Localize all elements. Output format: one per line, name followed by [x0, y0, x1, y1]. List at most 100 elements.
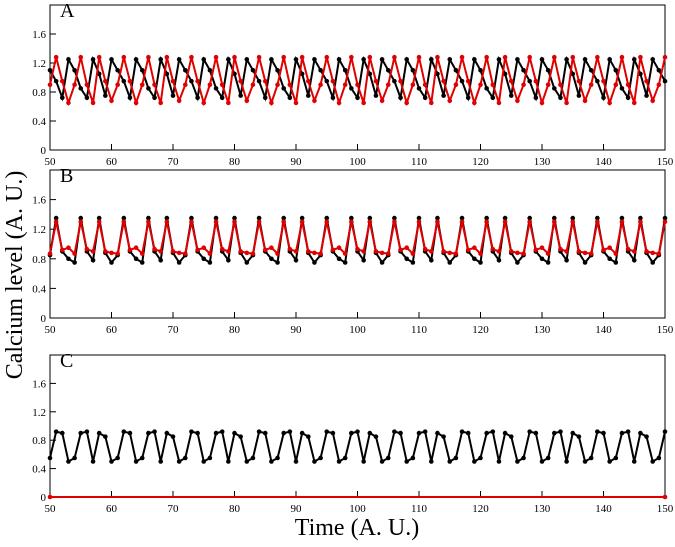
data-point [601, 430, 606, 436]
data-point [90, 57, 96, 62]
data-point [650, 57, 655, 62]
data-point [324, 215, 330, 221]
x-tick-label: 140 [595, 324, 612, 336]
data-point [103, 434, 108, 439]
data-point [625, 95, 631, 101]
data-point [336, 459, 342, 464]
data-point [625, 429, 631, 434]
data-point [527, 219, 532, 225]
data-point [404, 459, 410, 464]
data-point [508, 78, 514, 84]
data-point [306, 434, 311, 439]
data-point [373, 434, 379, 439]
data-point [607, 459, 612, 464]
data-point [269, 100, 274, 106]
data-point [244, 250, 250, 256]
data-point [275, 82, 280, 88]
data-point [342, 260, 348, 265]
y-tick-label: 0 [41, 313, 47, 325]
data-point [595, 78, 600, 84]
data-point [170, 78, 176, 84]
data-point [66, 459, 71, 464]
data-point [269, 256, 274, 262]
x-tick-label: 110 [411, 324, 428, 336]
data-point [47, 67, 53, 73]
data-point [564, 57, 569, 62]
data-point [158, 249, 163, 254]
data-point [515, 57, 520, 62]
data-point [472, 256, 477, 262]
data-point [281, 54, 287, 60]
data-point [72, 251, 77, 256]
data-point [552, 430, 557, 436]
data-point [158, 100, 163, 106]
data-point [435, 430, 440, 436]
data-point [312, 250, 317, 256]
data-point [533, 95, 539, 101]
data-point [189, 219, 194, 225]
data-point [250, 82, 256, 88]
data-point [336, 100, 342, 106]
data-point [176, 57, 182, 62]
data-point [115, 251, 120, 256]
data-point [453, 67, 459, 73]
data-point [638, 430, 643, 436]
data-point [158, 57, 163, 62]
data-point [262, 247, 268, 253]
data-point [127, 78, 133, 84]
data-point [78, 219, 84, 225]
data-point [152, 95, 157, 101]
data-point [508, 249, 514, 254]
data-point [527, 78, 532, 84]
data-point [139, 67, 145, 73]
data-point [392, 78, 397, 84]
data-point [336, 256, 342, 262]
data-point [521, 67, 526, 73]
data-point [595, 219, 600, 225]
data-point [656, 82, 662, 88]
data-point [447, 459, 453, 464]
data-point [453, 82, 459, 88]
data-point [66, 100, 71, 106]
data-point [582, 250, 588, 256]
data-point [164, 215, 170, 221]
data-point [53, 54, 59, 60]
data-point [379, 98, 385, 103]
data-point [429, 100, 434, 106]
data-point [342, 82, 348, 88]
data-point [478, 251, 483, 256]
data-point [115, 455, 120, 461]
data-point [213, 430, 219, 436]
y-tick-label: 1.6 [32, 29, 46, 41]
data-point [441, 249, 446, 254]
data-point [238, 78, 243, 84]
data-point [367, 430, 373, 436]
data-point [539, 459, 545, 464]
data-point [226, 459, 231, 464]
data-point [435, 54, 440, 60]
data-point [226, 100, 231, 106]
data-point [183, 455, 188, 461]
data-point [508, 93, 514, 98]
data-point [484, 86, 489, 91]
data-point [496, 100, 502, 106]
data-point [582, 260, 588, 265]
data-point [478, 67, 483, 73]
data-point [472, 100, 477, 106]
data-point [250, 455, 256, 461]
data-point [133, 100, 139, 106]
data-point [435, 219, 440, 225]
y-tick-label: 0.4 [32, 464, 46, 476]
data-point [441, 434, 446, 439]
data-point [613, 260, 619, 265]
data-point [60, 95, 65, 101]
data-point [478, 82, 483, 88]
data-point [158, 257, 163, 263]
data-point [662, 215, 668, 221]
data-point [109, 260, 114, 265]
data-point [447, 250, 453, 256]
data-point [527, 215, 532, 221]
x-axis-label: Time (A. U.) [295, 515, 419, 541]
data-point [293, 100, 299, 106]
